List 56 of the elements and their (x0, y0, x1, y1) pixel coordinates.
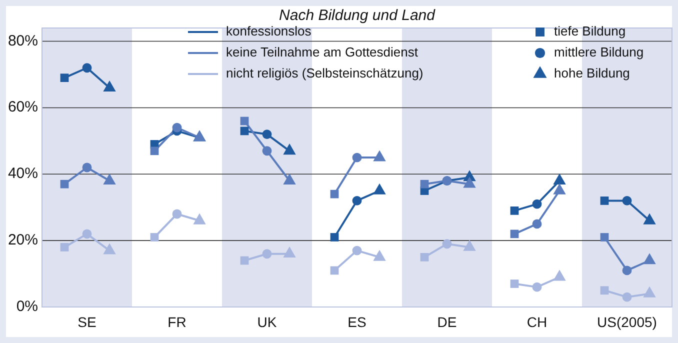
legend-label: keine Teilnahme am Gottesdienst (226, 44, 418, 60)
point (442, 239, 452, 249)
legend-label: mittlere Bildung (554, 44, 644, 60)
point (330, 266, 339, 275)
point (172, 122, 182, 132)
point (600, 196, 609, 205)
point (240, 256, 249, 265)
x-tick-label: UK (257, 314, 278, 330)
legend-label: nicht religiös (Selbsteinschätzung) (226, 65, 424, 80)
point (622, 292, 632, 302)
point (600, 286, 609, 295)
point (510, 230, 519, 238)
point (532, 199, 542, 209)
point (330, 233, 339, 242)
point (330, 190, 339, 198)
point (240, 116, 249, 126)
y-tick-label: 0% (16, 298, 38, 315)
legend-label: hohe Bildung (554, 65, 630, 80)
point (510, 206, 519, 215)
legend-label: tiefe Bildung (554, 23, 626, 38)
y-tick-label: 60% (8, 98, 38, 116)
point (150, 146, 159, 156)
point (510, 280, 519, 288)
point (60, 243, 69, 252)
legend-label: konfessionslos (226, 23, 312, 38)
x-tick-label: ES (348, 314, 366, 330)
x-tick-label: DE (437, 314, 457, 330)
point (60, 74, 69, 82)
point (420, 180, 429, 188)
point (262, 249, 272, 259)
point (262, 146, 272, 156)
point (150, 233, 159, 242)
point (532, 219, 542, 229)
point (60, 180, 69, 188)
chart-title: Nach Bildung und Land (279, 7, 436, 24)
point (82, 63, 92, 73)
x-tick-label: SE (78, 314, 96, 330)
y-tick-label: 80% (8, 32, 38, 50)
point (600, 233, 609, 242)
point (172, 209, 182, 219)
point (82, 162, 92, 172)
point (262, 130, 272, 139)
point (240, 126, 249, 136)
y-tick-label: 20% (8, 232, 38, 249)
x-tick-label: US(2005) (597, 314, 657, 330)
y-tick-label: 40% (8, 165, 38, 182)
point (352, 246, 362, 256)
point (82, 229, 92, 239)
point (622, 266, 632, 276)
point (420, 252, 429, 262)
point (622, 196, 632, 206)
x-tick-label: FR (168, 314, 186, 330)
x-tick-label: CH (526, 314, 548, 330)
point (352, 152, 362, 162)
point (532, 282, 542, 292)
point (352, 196, 362, 206)
